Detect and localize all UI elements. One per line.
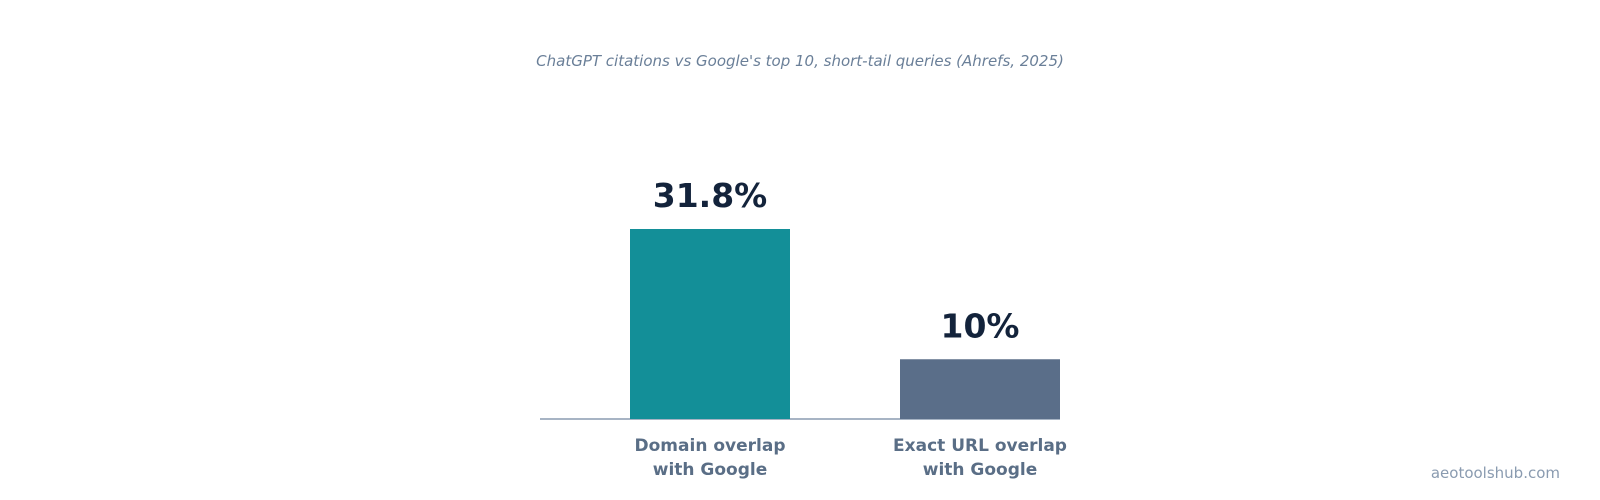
category-label-0-line-1: with Google <box>653 460 768 480</box>
watermark-text: aeotoolshub.com <box>1430 464 1560 482</box>
bar-value-label-1: 10% <box>941 306 1020 345</box>
category-label-1-line-0: Exact URL overlap <box>893 436 1067 456</box>
bar-value-label-0: 31.8% <box>653 176 768 215</box>
category-label-0-line-0: Domain overlap <box>635 436 786 456</box>
bar-1 <box>900 359 1060 419</box>
bar-0 <box>630 229 790 419</box>
category-label-1-line-1: with Google <box>923 460 1038 480</box>
chart-title: ChatGPT citations vs Google's top 10, sh… <box>536 52 1064 70</box>
